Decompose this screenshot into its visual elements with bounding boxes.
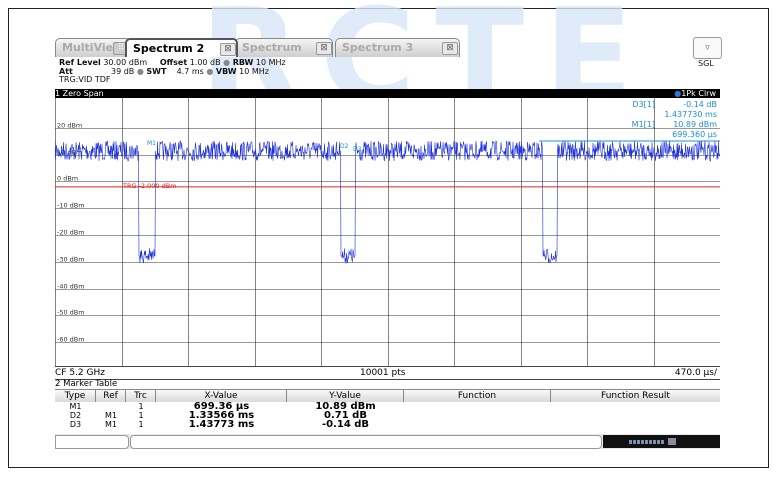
tab-spectrum-2[interactable]: Spectrum 2 ⊠: [125, 38, 238, 57]
close-icon[interactable]: ⊠: [316, 42, 332, 55]
status-field-left[interactable]: [55, 435, 129, 449]
chevron-down-icon[interactable]: ▿: [693, 37, 722, 59]
status-field-message[interactable]: [130, 435, 602, 449]
col-header-trc: Trc: [126, 390, 156, 402]
y-tick-label: -20 dBm: [57, 229, 85, 237]
marker-label-d2: D2: [340, 143, 349, 150]
y-tick-label: -60 dBm: [57, 336, 85, 344]
tab-multiview[interactable]: MultiView ⠿: [55, 38, 131, 57]
marker-readout-value: -0.14 dB: [683, 100, 717, 109]
sweep-mode: SGL: [698, 59, 714, 68]
cell-trc: 1: [126, 402, 156, 411]
swt-label: SWT: [146, 67, 166, 76]
trace-1: [55, 141, 720, 264]
y-tick-label: -40 dBm: [57, 283, 85, 291]
marker-table-body: M1 1 699.36 µs 10.89 dBm D2 M1 1 1.33566…: [55, 402, 720, 432]
window-title: 1 Zero Span: [55, 89, 104, 98]
swt-value: 4.7 ms: [177, 67, 204, 76]
cell-x-value: 1.43773 ms: [156, 420, 287, 429]
col-header-type: Type: [55, 390, 96, 402]
close-icon[interactable]: ⊠: [220, 43, 236, 56]
progress-bar-icon: [629, 440, 665, 444]
dot-icon: ●: [206, 67, 213, 76]
marker-label-m1: M1: [147, 140, 156, 147]
progress-indicator: [603, 435, 720, 448]
cell-trc: 1: [126, 420, 156, 429]
time-per-division: 470.0 µs/: [675, 367, 717, 379]
marker-table-title: 2 Marker Table: [55, 380, 720, 389]
tab-label: Spectrum 2: [133, 42, 204, 55]
marker-readout-value: 699.360 µs: [672, 130, 717, 139]
cell-type: D2: [55, 411, 96, 420]
marker-readout-value: 10.89 dBm: [673, 120, 717, 129]
plot-footer: CF 5.2 GHz 10001 pts 470.0 µs/: [55, 366, 720, 380]
marker-readout-name: D3[1]: [632, 100, 655, 109]
col-header-function: Function: [404, 390, 551, 402]
tab-bar: MultiView ⠿ Spectrum 2 ⊠ Spectrum ⊠ Spec…: [55, 38, 715, 58]
status-led-icon: [668, 438, 676, 445]
y-tick-label: -10 dBm: [57, 202, 85, 210]
tab-label: Spectrum 3: [342, 41, 413, 54]
y-tick-label: 0 dBm: [57, 175, 78, 183]
cell-ref: M1: [96, 420, 126, 429]
tab-label: Spectrum: [242, 41, 302, 54]
table-row[interactable]: D2 M1 1 1.33566 ms 0.71 dB: [55, 411, 720, 420]
cell-trc: 1: [126, 411, 156, 420]
dot-icon: ●: [137, 67, 144, 76]
table-row[interactable]: M1 1 699.36 µs 10.89 dBm: [55, 402, 720, 411]
trace-info: ●1Pk Clrw: [674, 89, 716, 98]
tab-spectrum-3[interactable]: Spectrum 3 ⊠: [335, 38, 460, 57]
spectrum-plot[interactable]: 20 dBm 10 dBm 0 dBm -10 dBm -20 dBm -30 dBm -4…: [55, 98, 720, 366]
center-frequency: CF 5.2 GHz: [55, 368, 105, 378]
cell-type: D3: [55, 420, 96, 429]
table-row[interactable]: D3 M1 1 1.43773 ms -0.14 dB: [55, 420, 720, 429]
marker-table-header: Type Ref Trc X-Value Y-Value Function Fu…: [55, 389, 720, 403]
col-header-ref: Ref: [96, 390, 126, 402]
y-tick-label: -30 dBm: [57, 256, 85, 264]
window-header: 1 Zero Span ●1Pk Clrw: [55, 89, 720, 98]
y-tick-label: -50 dBm: [57, 309, 85, 317]
cell-y-value: -0.14 dB: [287, 420, 404, 429]
measurement-parameters: Ref Level 30.00 dBm Offset 1.00 dB ● RBW…: [59, 59, 286, 85]
marker-readout-name: M1[1]: [632, 120, 655, 129]
status-bar: [55, 434, 720, 449]
vbw-label: VBW: [216, 67, 237, 76]
trigger-setting: TRG:VID TDF: [59, 76, 286, 85]
col-header-function-result: Function Result: [551, 390, 720, 402]
marker-readout-value: 1.437730 ms: [664, 110, 717, 119]
sweep-points: 10001 pts: [360, 367, 405, 379]
y-tick-label: 20 dBm: [57, 122, 82, 130]
marker-label-d3: D3: [353, 146, 362, 153]
vbw-value: 10 MHz: [239, 67, 269, 76]
trace-mode: 1Pk Clrw: [681, 89, 716, 98]
close-icon[interactable]: ⊠: [442, 42, 458, 55]
trigger-label: TRG -2.000 dBm: [122, 182, 177, 190]
tab-spectrum[interactable]: Spectrum ⊠: [235, 38, 333, 57]
cell-type: M1: [55, 402, 96, 411]
att-value: 39 dB: [111, 67, 134, 76]
cell-ref: M1: [96, 411, 126, 420]
